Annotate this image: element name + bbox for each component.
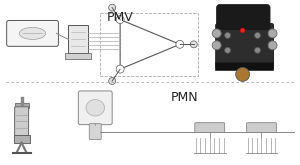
Bar <box>68 25 88 53</box>
Circle shape <box>268 29 277 38</box>
FancyBboxPatch shape <box>217 5 270 29</box>
Circle shape <box>268 41 277 50</box>
Ellipse shape <box>20 27 46 39</box>
Circle shape <box>190 41 197 48</box>
Bar <box>14 135 30 143</box>
Circle shape <box>116 65 124 73</box>
Circle shape <box>236 67 250 81</box>
Circle shape <box>225 33 231 38</box>
Circle shape <box>254 47 260 53</box>
Bar <box>15 103 28 108</box>
Bar <box>215 62 272 70</box>
Circle shape <box>116 16 124 23</box>
Text: PMN: PMN <box>171 91 199 104</box>
FancyBboxPatch shape <box>195 123 225 132</box>
Circle shape <box>212 29 221 38</box>
Text: PMV: PMV <box>107 11 134 24</box>
FancyBboxPatch shape <box>7 20 59 46</box>
Circle shape <box>225 47 231 53</box>
Circle shape <box>109 4 116 11</box>
Bar <box>65 53 91 59</box>
Circle shape <box>109 78 116 84</box>
FancyBboxPatch shape <box>247 123 276 132</box>
FancyBboxPatch shape <box>78 91 112 125</box>
FancyBboxPatch shape <box>89 124 101 140</box>
Bar <box>100 13 198 76</box>
Circle shape <box>176 40 184 48</box>
Circle shape <box>240 28 245 33</box>
FancyBboxPatch shape <box>15 107 28 136</box>
Ellipse shape <box>86 100 104 116</box>
Circle shape <box>254 33 260 38</box>
Circle shape <box>212 41 221 50</box>
FancyBboxPatch shape <box>216 23 274 69</box>
